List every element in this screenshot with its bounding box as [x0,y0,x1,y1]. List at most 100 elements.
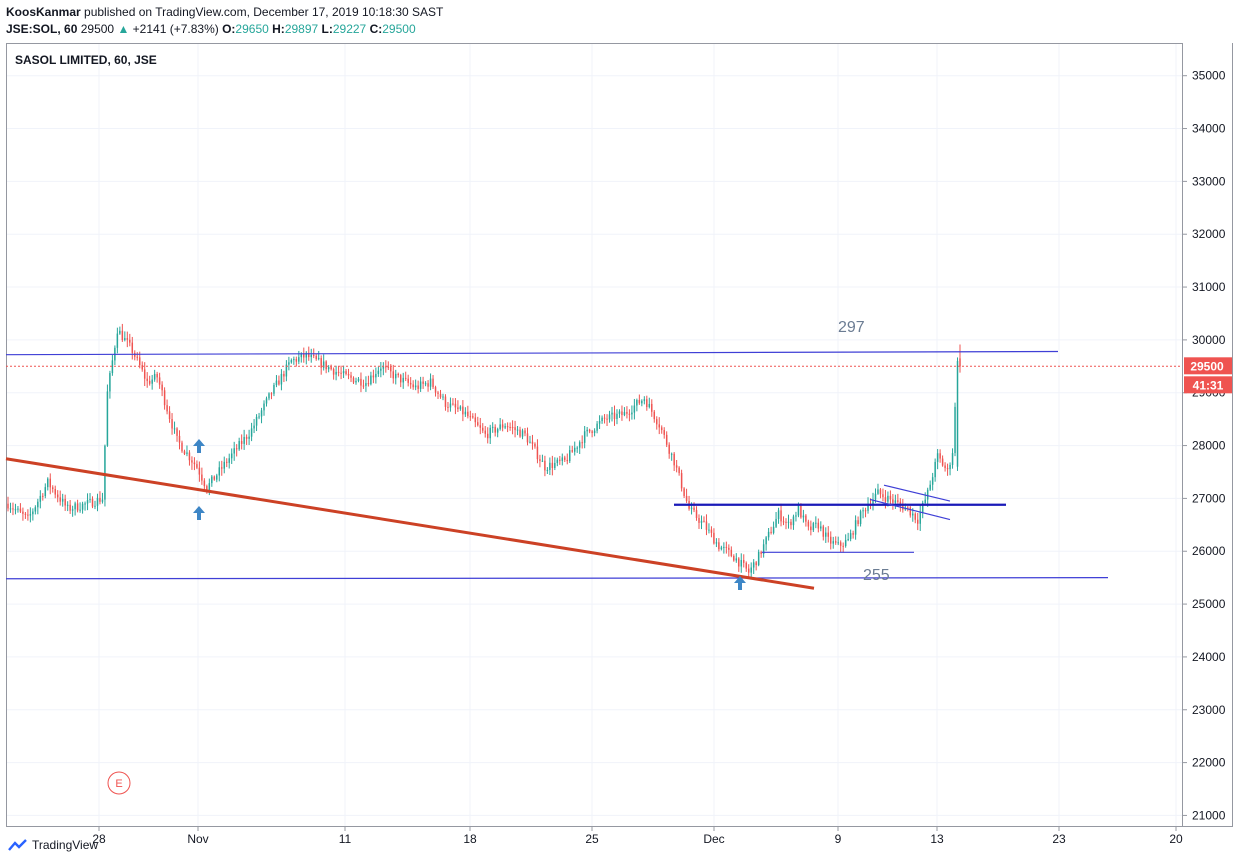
candle-body [106,391,109,446]
resistance-line-297[interactable] [5,350,1059,356]
countdown-value: 41:31 [1193,378,1224,392]
candle-body [854,520,857,535]
time-tick-label: 11 [339,832,352,846]
candle-body [345,371,347,374]
candle-body [47,478,49,488]
candle-body [822,526,825,537]
candle-body [275,380,278,385]
candle-body [42,495,44,497]
annotation-297[interactable]: 297 [838,319,865,336]
candle-body [842,545,844,547]
candle-body [477,422,479,426]
candle-body [621,411,623,416]
time-axis[interactable]: 28 Nov 11 18 25 Dec 9 13 23 20 [92,826,1183,846]
candle-body [457,407,459,410]
candle-body [196,464,198,468]
candle-body [357,378,360,381]
candle-body [785,521,787,523]
arrow-up-icon[interactable] [734,576,746,590]
candle-body [467,411,469,417]
candle-body [332,369,335,375]
candle-body [213,476,216,480]
candle-body [268,393,270,399]
candle-body [437,392,439,394]
candle-body [683,488,685,496]
candle-body [673,453,675,466]
symbol-label[interactable]: JSE:SOL, 60 [6,22,78,36]
price-tick-label: 25000 [1192,597,1226,611]
candle-body [767,531,770,538]
close-label: C: [369,22,383,36]
candle-body [34,507,37,512]
publish-info: published on TradingView.com, December 1… [84,5,444,19]
candle-body [109,373,111,392]
candle-body [864,510,867,512]
candle-body [956,361,959,467]
candle-body [221,467,223,469]
time-tick-label: 20 [1169,832,1183,846]
author-name[interactable]: KoosKanmar [6,5,81,19]
candle-body [238,441,240,450]
price-axis[interactable]: 21000 22000 23000 24000 25000 26000 27000 28000… [1182,69,1226,823]
candle-body [603,417,606,419]
price-tick-label: 34000 [1192,122,1226,136]
candle-body [573,447,576,452]
candle-body [499,424,501,430]
flag-upper-line[interactable] [883,484,951,502]
candle-body [665,434,668,445]
candle-body [233,448,235,454]
candle-body [539,459,541,461]
candle-body [76,503,79,511]
candle-body [593,430,596,433]
earnings-event-marker[interactable]: E [107,771,131,795]
price-tick-label: 30000 [1192,333,1226,347]
candle-body [64,498,66,506]
candle-body [872,499,874,506]
candle-body [718,542,720,550]
candle-body [81,503,84,510]
candle-body [153,373,156,380]
candle-body [111,360,114,374]
candle-body [136,356,138,358]
candle-series [7,323,961,577]
candle-body [743,560,745,563]
candle-body [917,519,919,524]
candle-body [598,421,601,424]
candle-body [832,541,834,544]
candle-body [857,520,859,524]
candle-body [44,487,47,496]
tradingview-logo[interactable]: TradingView [8,838,98,852]
candle-body [99,497,101,502]
candle-body [777,510,780,519]
candle-body [449,403,452,408]
candle-body [101,499,104,502]
candle-body [69,504,71,511]
candle-body [641,400,643,404]
candle-body [735,558,738,561]
candle-body [335,371,337,375]
time-tick-label: Dec [703,832,724,846]
candle-body [897,500,899,502]
candle-body [198,467,201,475]
candle-body [700,520,703,523]
candle-body [496,429,499,433]
candle-body [834,541,837,543]
candle-body [581,442,583,444]
candle-body [422,381,424,384]
tradingview-icon [8,839,27,851]
support-line-255[interactable] [5,577,1109,580]
candle-body [491,426,494,428]
arrow-up-icon[interactable] [193,506,205,520]
candle-body [559,459,561,461]
candle-body [191,460,193,463]
arrow-up-icon[interactable] [193,439,205,453]
candle-body [549,462,551,470]
candle-body [193,462,196,465]
candle-body [404,377,407,379]
downtrend-line[interactable] [5,457,815,590]
candle-body [472,416,474,418]
flag-lower-line[interactable] [869,498,951,521]
annotation-255[interactable]: 255 [863,567,890,584]
candle-body [230,453,233,459]
